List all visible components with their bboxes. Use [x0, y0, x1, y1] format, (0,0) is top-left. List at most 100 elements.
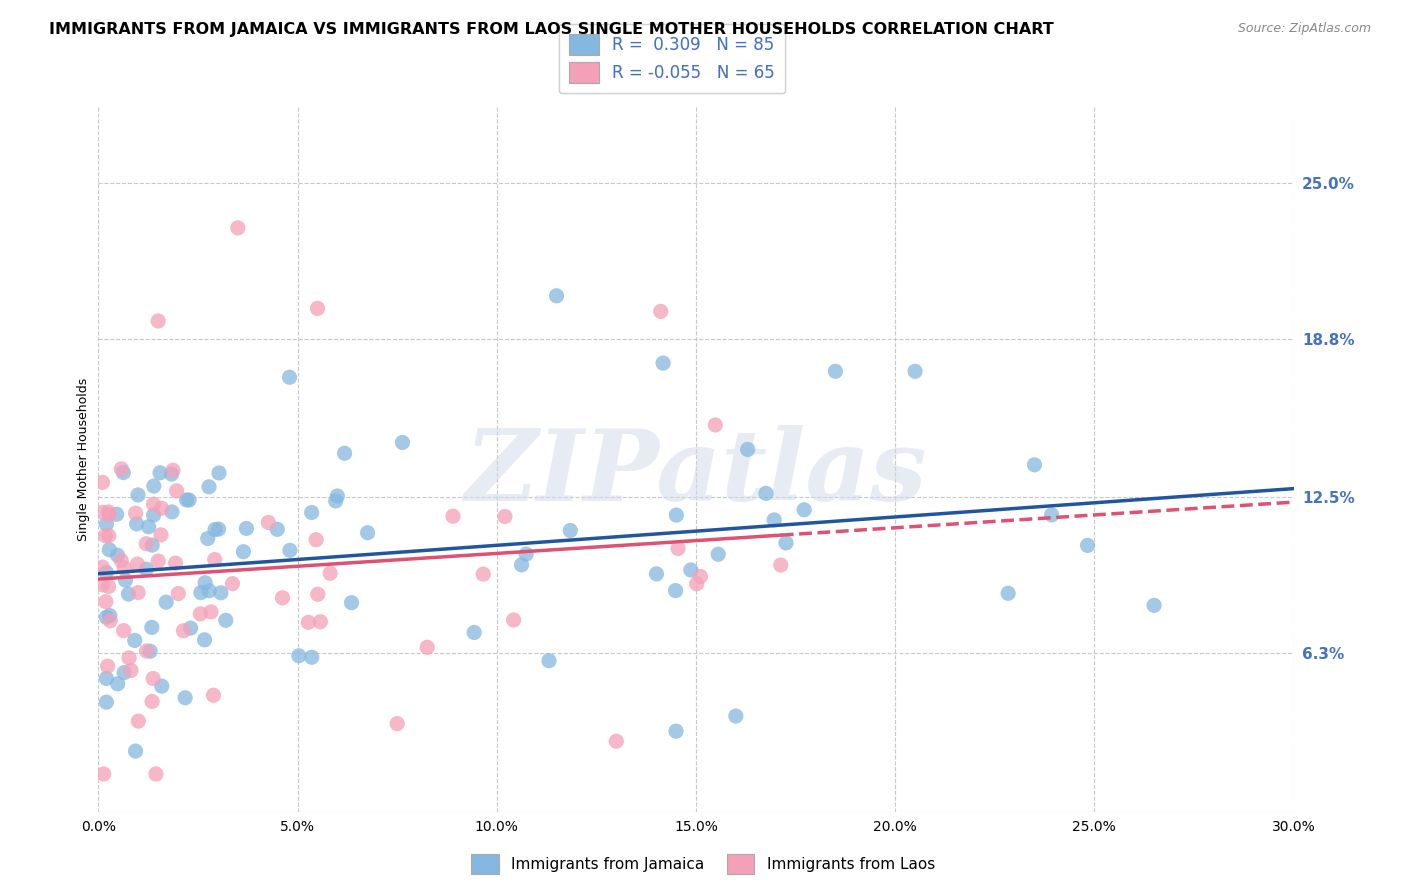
Point: [226, 220, 249, 235]
Point: [127, 714, 149, 728]
Point: [135, 562, 157, 576]
Point: [305, 533, 328, 547]
Point: [775, 536, 797, 550]
Point: [167, 586, 190, 600]
Point: [180, 621, 202, 635]
Point: [150, 679, 173, 693]
Point: [96, 671, 118, 685]
Point: [155, 595, 177, 609]
Point: [162, 463, 184, 477]
Point: [141, 538, 163, 552]
Point: [904, 364, 927, 378]
Point: [385, 716, 409, 731]
Point: [188, 607, 211, 621]
Point: [235, 521, 257, 535]
Point: [707, 547, 730, 561]
Point: [145, 767, 167, 781]
Point: [96, 517, 118, 532]
Point: [91, 505, 114, 519]
Point: [93, 767, 115, 781]
Point: [763, 513, 786, 527]
Point: [1143, 599, 1166, 613]
Point: [997, 586, 1019, 600]
Y-axis label: Single Mother Households: Single Mother Households: [77, 377, 90, 541]
Point: [160, 467, 183, 481]
Point: [149, 466, 172, 480]
Point: [148, 554, 170, 568]
Point: [94, 595, 117, 609]
Point: [166, 483, 188, 498]
Point: [494, 509, 516, 524]
Point: [340, 596, 363, 610]
Point: [98, 608, 121, 623]
Point: [666, 541, 689, 556]
Point: [679, 563, 702, 577]
Text: Source: ZipAtlas.com: Source: ZipAtlas.com: [1237, 22, 1371, 36]
Point: [124, 744, 146, 758]
Point: [560, 524, 582, 538]
Point: [209, 586, 232, 600]
Point: [416, 640, 439, 655]
Point: [177, 493, 200, 508]
Point: [193, 632, 215, 647]
Point: [391, 435, 413, 450]
Point: [326, 489, 349, 503]
Point: [112, 665, 135, 680]
Point: [125, 516, 148, 531]
Point: [114, 573, 136, 587]
Point: [124, 633, 146, 648]
Point: [98, 614, 121, 628]
Point: [117, 587, 139, 601]
Point: [194, 575, 217, 590]
Point: [150, 501, 173, 516]
Point: [278, 543, 301, 558]
Point: [112, 561, 135, 575]
Point: [107, 548, 129, 562]
Point: [110, 462, 132, 476]
Point: [142, 479, 165, 493]
Point: [142, 497, 165, 511]
Point: [107, 677, 129, 691]
Point: [689, 569, 711, 583]
Point: [502, 613, 524, 627]
Point: [650, 304, 672, 318]
Point: [724, 709, 747, 723]
Point: [149, 528, 172, 542]
Text: ZIPatlas: ZIPatlas: [465, 425, 927, 522]
Point: [1024, 458, 1046, 472]
Point: [309, 615, 332, 629]
Point: [120, 664, 142, 678]
Point: [307, 587, 329, 601]
Point: [288, 648, 311, 663]
Point: [200, 605, 222, 619]
Point: [463, 625, 485, 640]
Point: [537, 654, 560, 668]
Point: [665, 583, 688, 598]
Point: [257, 516, 280, 530]
Legend: Immigrants from Jamaica, Immigrants from Laos: Immigrants from Jamaica, Immigrants from…: [465, 848, 941, 880]
Point: [515, 547, 537, 561]
Point: [793, 502, 815, 516]
Point: [97, 529, 120, 543]
Point: [141, 620, 163, 634]
Point: [172, 624, 194, 638]
Point: [510, 558, 533, 572]
Point: [135, 644, 157, 658]
Point: [204, 552, 226, 566]
Point: [202, 688, 225, 702]
Point: [215, 613, 238, 627]
Point: [1040, 508, 1063, 522]
Point: [96, 610, 118, 624]
Point: [824, 364, 846, 378]
Point: [704, 417, 727, 432]
Point: [127, 557, 149, 571]
Point: [307, 301, 329, 316]
Point: [174, 690, 197, 705]
Point: [91, 560, 114, 574]
Point: [97, 579, 120, 593]
Point: [127, 585, 149, 599]
Point: [98, 542, 121, 557]
Point: [204, 523, 226, 537]
Legend: R =  0.309   N = 85, R = -0.055   N = 65: R = 0.309 N = 85, R = -0.055 N = 65: [560, 24, 785, 94]
Point: [105, 508, 128, 522]
